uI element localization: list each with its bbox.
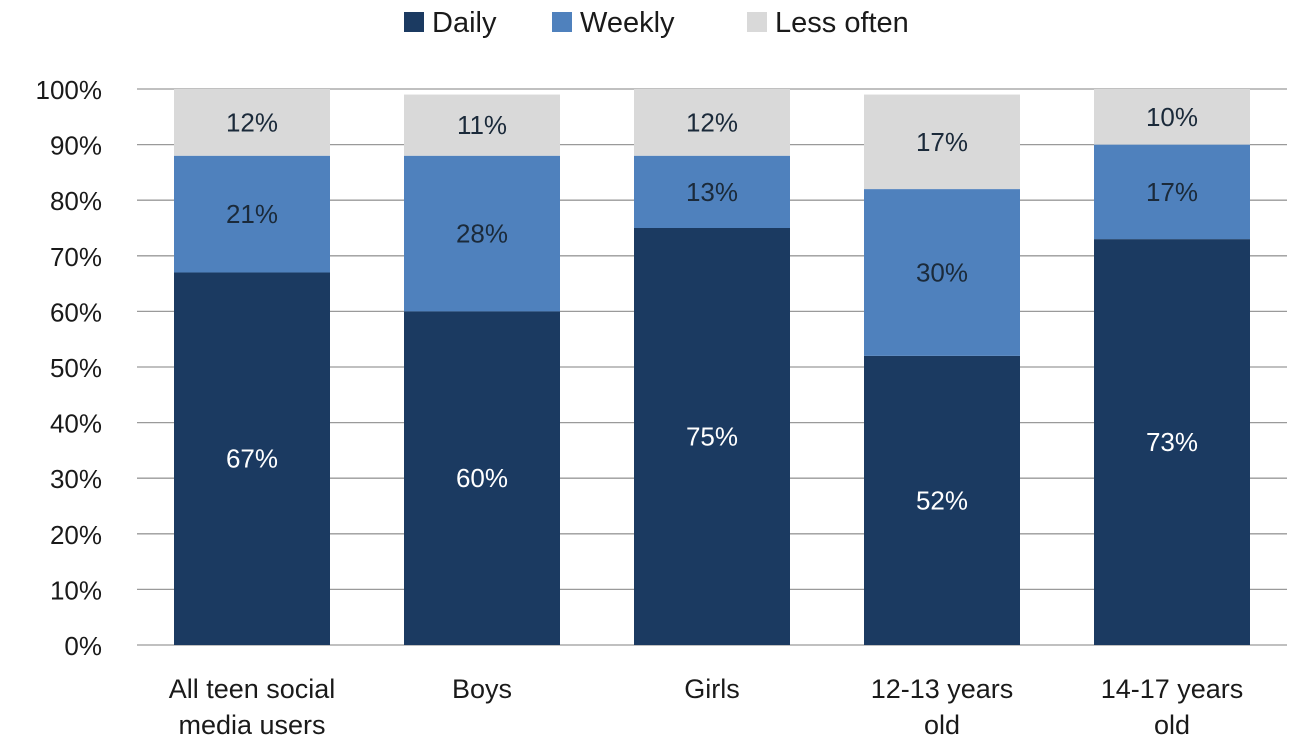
bar-weekly-girls — [634, 155, 790, 228]
legend-label-less-often: Less often — [775, 7, 909, 39]
chart-legend: Daily Weekly Less often — [404, 7, 909, 39]
bar-less-often-all-teen-social-media-users — [174, 89, 330, 156]
y-tick-label: 70% — [50, 242, 102, 272]
data-label-weekly: 13% — [686, 177, 738, 207]
legend-swatch-weekly — [552, 12, 572, 32]
legend-item-daily: Daily — [404, 7, 497, 39]
legend-item-weekly: Weekly — [552, 7, 675, 39]
data-label-weekly: 30% — [916, 257, 968, 287]
y-tick-label: 30% — [50, 464, 102, 494]
bar-daily-12-13-years-old — [864, 355, 1020, 645]
bar-less-often-boys — [404, 94, 560, 156]
legend-swatch-less-often — [747, 12, 767, 32]
data-label-daily: 52% — [916, 485, 968, 515]
bar-weekly-boys — [404, 155, 560, 312]
data-label-less-often: 12% — [226, 107, 278, 137]
bar-weekly-12-13-years-old — [864, 189, 1020, 356]
data-label-daily: 73% — [1146, 427, 1198, 457]
data-label-daily: 75% — [686, 422, 738, 452]
legend-item-less-often: Less often — [747, 7, 909, 39]
bar-daily-girls — [634, 228, 790, 645]
bar-less-often-14-17-years-old — [1094, 89, 1250, 145]
legend-swatch-daily — [404, 12, 424, 32]
bar-daily-boys — [404, 311, 560, 645]
x-category-label: All teen social media users — [169, 674, 336, 740]
y-tick-label: 0% — [64, 631, 102, 661]
bar-weekly-14-17-years-old — [1094, 144, 1250, 240]
y-tick-label: 10% — [50, 575, 102, 605]
data-labels: 67% 21% 12% 60% 28% 11% 75% 13% 12% 52% 30% 17% 73% 1… — [226, 102, 1198, 516]
bar-less-often-12-13-years-old — [864, 94, 1020, 190]
x-category-label: Boys — [452, 674, 512, 704]
data-label-weekly: 28% — [456, 219, 508, 249]
y-tick-label: 90% — [50, 131, 102, 161]
data-label-less-often: 17% — [916, 127, 968, 157]
data-label-less-often: 12% — [686, 107, 738, 137]
x-category-label: 14-17 years old — [1101, 674, 1244, 740]
y-tick-label: 50% — [50, 353, 102, 383]
y-tick-label: 100% — [36, 75, 103, 105]
bar-daily-all-teen-social-media-users — [174, 272, 330, 645]
y-tick-label: 80% — [50, 186, 102, 216]
data-label-less-often: 11% — [457, 110, 507, 140]
data-label-weekly: 21% — [226, 199, 278, 229]
bar-daily-14-17-years-old — [1094, 239, 1250, 645]
bars — [174, 89, 1250, 645]
legend-label-daily: Daily — [432, 7, 497, 39]
y-tick-label: 20% — [50, 520, 102, 550]
bar-weekly-all-teen-social-media-users — [174, 155, 330, 273]
x-category-label: Girls — [684, 674, 740, 704]
bar-less-often-girls — [634, 89, 790, 156]
data-label-weekly: 17% — [1146, 177, 1198, 207]
data-label-less-often: 10% — [1146, 102, 1198, 132]
y-tick-label: 60% — [50, 297, 102, 327]
data-label-daily: 67% — [226, 444, 278, 474]
legend-label-weekly: Weekly — [580, 7, 675, 39]
data-label-daily: 60% — [456, 463, 508, 493]
y-axis-tick-labels: 0% 10% 20% 30% 40% 50% 60% 70% 80% 90% 100% — [36, 75, 103, 661]
y-tick-label: 40% — [50, 409, 102, 439]
x-axis-category-labels: All teen social media users Boys Girls 12-13… — [169, 674, 1244, 740]
x-category-label: 12-13 years old — [871, 674, 1014, 740]
